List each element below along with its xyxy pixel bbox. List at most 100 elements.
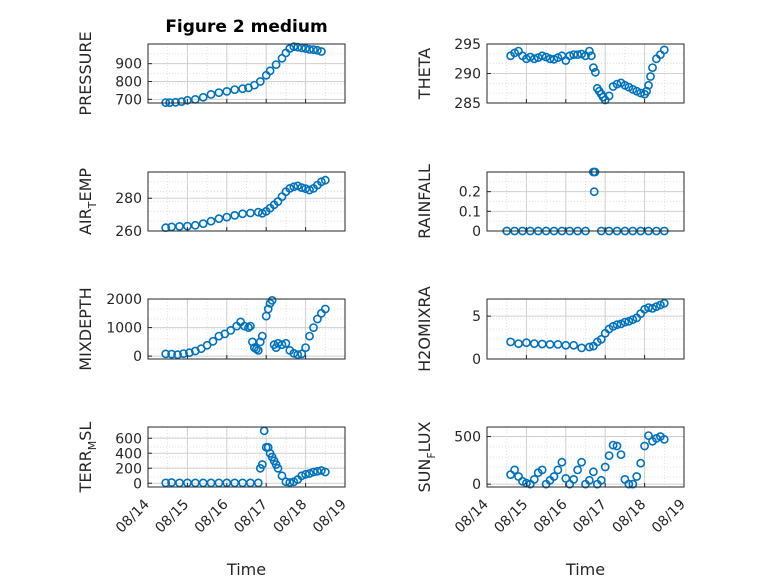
data-point (240, 321, 249, 331)
data-point (244, 323, 253, 332)
y-tick-label: 5 (472, 309, 481, 325)
data-point (285, 478, 295, 487)
data-point (585, 475, 594, 485)
data-point (309, 467, 318, 477)
data-point (549, 472, 559, 481)
x-tick-label: 08/16 (531, 496, 571, 536)
data-point (173, 350, 182, 360)
y-tick-label: 285 (454, 96, 481, 112)
data-point (573, 50, 582, 59)
x-tick-label: 08/15 (152, 497, 192, 537)
data-point (257, 460, 267, 469)
plot-area (148, 172, 345, 231)
y-tick-label: 400 (115, 446, 142, 462)
data-point (506, 337, 515, 347)
data-point (190, 220, 200, 230)
data-point (202, 340, 212, 350)
data-point (273, 463, 283, 473)
data-point (222, 212, 232, 222)
data-point (510, 465, 519, 475)
x-tick-label: 08/14 (452, 496, 492, 536)
data-point (320, 175, 330, 185)
y-axis-label: THETA (415, 48, 434, 100)
data-point (251, 344, 261, 354)
data-point (644, 431, 653, 440)
data-point (179, 349, 188, 358)
data-point (206, 216, 216, 226)
y-tick-label: 0 (133, 349, 142, 365)
data-point (177, 97, 186, 106)
data-point (265, 66, 275, 76)
data-point (620, 317, 630, 327)
data-point (624, 316, 634, 326)
y-tick-label: 0 (133, 476, 142, 492)
data-point (591, 67, 600, 77)
subplot-rainfall: 0 0.1 0.2 RAINFALL (415, 164, 685, 240)
y-tick-label: 0 (472, 224, 481, 240)
data-point (604, 451, 614, 460)
data-point (561, 473, 571, 483)
y-tick-label: 0.1 (459, 204, 481, 220)
y-tick-label: 290 (454, 67, 481, 83)
data-point (632, 472, 642, 481)
data-point (644, 80, 653, 90)
x-tick-label: 08/15 (491, 497, 531, 537)
x-axis-label: Time (565, 560, 605, 579)
y-tick-label: 280 (115, 191, 142, 207)
data-point (305, 185, 314, 195)
y-tick-label: 900 (115, 57, 142, 73)
data-point (208, 336, 218, 346)
axes-frame (147, 171, 346, 232)
axes-frame (486, 298, 685, 360)
data-point (255, 77, 265, 86)
data-point (659, 434, 669, 444)
data-point (636, 88, 646, 98)
data-point (301, 469, 310, 479)
data-point (289, 42, 299, 52)
data-point (222, 87, 232, 96)
data-point (277, 471, 287, 481)
y-tick-label: 500 (454, 430, 481, 446)
data-point (214, 214, 224, 224)
data-point (184, 348, 194, 358)
data-point (297, 471, 307, 481)
data-point (245, 321, 255, 331)
data-point (569, 474, 579, 484)
subplot-sun-flux: 0 500 SUNFLUX 08/14 08/15 08/16 08/17 08/18 08/1… (415, 421, 689, 579)
data-point (301, 343, 310, 352)
x-tick-label: 08/16 (192, 496, 232, 536)
y-axis-label: TERRMSL (76, 422, 99, 494)
subplot-h2omixra: 0 5 H2OMIXRA (415, 286, 685, 372)
data-point (271, 60, 281, 69)
data-point (612, 79, 622, 89)
data-point (612, 320, 622, 330)
data-point (565, 51, 575, 61)
data-point (167, 349, 176, 359)
data-point (198, 92, 208, 102)
y-axis-label: H2OMIXRA (415, 286, 434, 372)
data-point (312, 314, 322, 324)
data-point (281, 338, 291, 348)
x-tick-label: 08/19 (649, 497, 689, 537)
axes-frame (147, 298, 346, 360)
data-point (529, 474, 539, 484)
x-tick-label: 08/18 (610, 497, 650, 537)
data-point (206, 90, 216, 99)
y-tick-label: 260 (115, 224, 142, 240)
chart-title: Figure 2 medium (165, 17, 327, 37)
axes-frame (486, 426, 685, 488)
data-point (529, 54, 539, 64)
data-point (624, 479, 634, 489)
data-point (309, 45, 318, 55)
data-point (616, 450, 626, 459)
data-point (596, 334, 606, 344)
subplot-air-temp: 260 280 AIRTEMP (76, 168, 346, 240)
y-tick-label: 0.2 (459, 185, 481, 201)
subplot-mixdepth: 0 1000 2000 MIXDEPTH (76, 287, 346, 371)
data-point (537, 51, 547, 61)
data-point (320, 467, 330, 477)
data-point (214, 88, 224, 97)
data-point (537, 465, 547, 475)
